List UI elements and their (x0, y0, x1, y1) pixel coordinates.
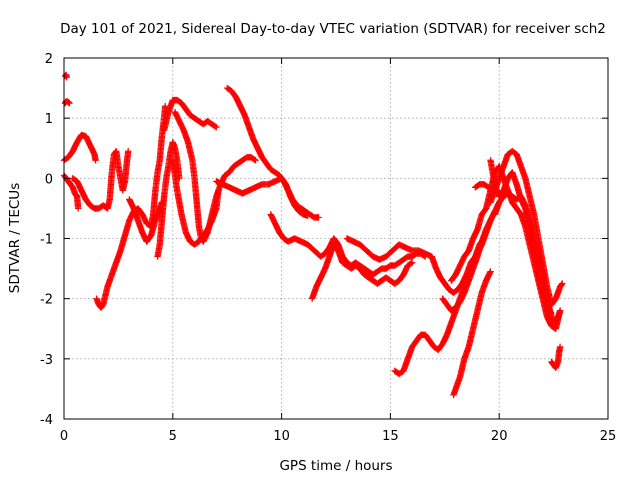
y-tick-label: 2 (45, 52, 53, 67)
data-point (161, 102, 169, 110)
data-point (212, 123, 219, 130)
series-arc-5 (69, 148, 132, 212)
x-tick-label: 10 (273, 429, 290, 444)
x-axis-label: GPS time / hours (279, 458, 392, 474)
y-tick-label: 1 (45, 112, 53, 127)
data-point (407, 260, 415, 267)
data-point (66, 99, 73, 107)
data-point (558, 281, 565, 288)
data-point (92, 157, 99, 164)
series-arc-9 (160, 96, 220, 134)
series-arc-21 (472, 181, 492, 191)
axis-ticks: 0 5 10 15 20 25 -4 -3 -2 -1 0 1 2 (40, 52, 616, 444)
x-tick-label: 20 (491, 429, 508, 444)
y-tick-label: -4 (40, 413, 53, 428)
data-point (213, 123, 220, 131)
y-tick-label: -3 (40, 353, 53, 368)
series-arc-25 (548, 343, 564, 372)
series-arc-15 (308, 241, 416, 302)
y-axis-label: SDTVAR / TECUs (7, 183, 23, 293)
data-marks (60, 71, 566, 399)
series-arc-3 (60, 131, 99, 164)
data-point (304, 212, 311, 219)
data-point (559, 280, 566, 287)
series-arc-13 (213, 175, 311, 219)
series-arc-18 (439, 208, 499, 314)
x-tick-label: 5 (169, 429, 177, 444)
data-point (556, 343, 564, 350)
series-arc-20 (450, 268, 494, 399)
data-point (548, 310, 555, 317)
series-arc-2 (61, 98, 73, 107)
x-tick-label: 25 (600, 429, 617, 444)
chart-title: Day 101 of 2021, Sidereal Day-to-day VTE… (60, 21, 606, 37)
data-point (74, 205, 82, 212)
data-point (408, 259, 416, 266)
series-arc-1 (61, 71, 70, 81)
y-tick-label: 0 (45, 172, 53, 187)
data-point (487, 268, 494, 275)
series-arc-8 (154, 139, 183, 260)
data-point (484, 183, 491, 190)
x-tick-label: 0 (60, 429, 68, 444)
y-tick-label: -2 (40, 293, 53, 308)
data-point (251, 156, 258, 163)
data-point (556, 307, 564, 314)
data-point (252, 157, 259, 164)
data-point (485, 184, 492, 191)
data-point (315, 214, 322, 221)
series-arc-24 (487, 157, 555, 317)
series-arc-12 (224, 84, 322, 221)
data-point (124, 148, 132, 155)
series-arc-7 (126, 196, 166, 245)
x-tick-label: 15 (382, 429, 399, 444)
y-tick-label: -1 (40, 233, 53, 248)
